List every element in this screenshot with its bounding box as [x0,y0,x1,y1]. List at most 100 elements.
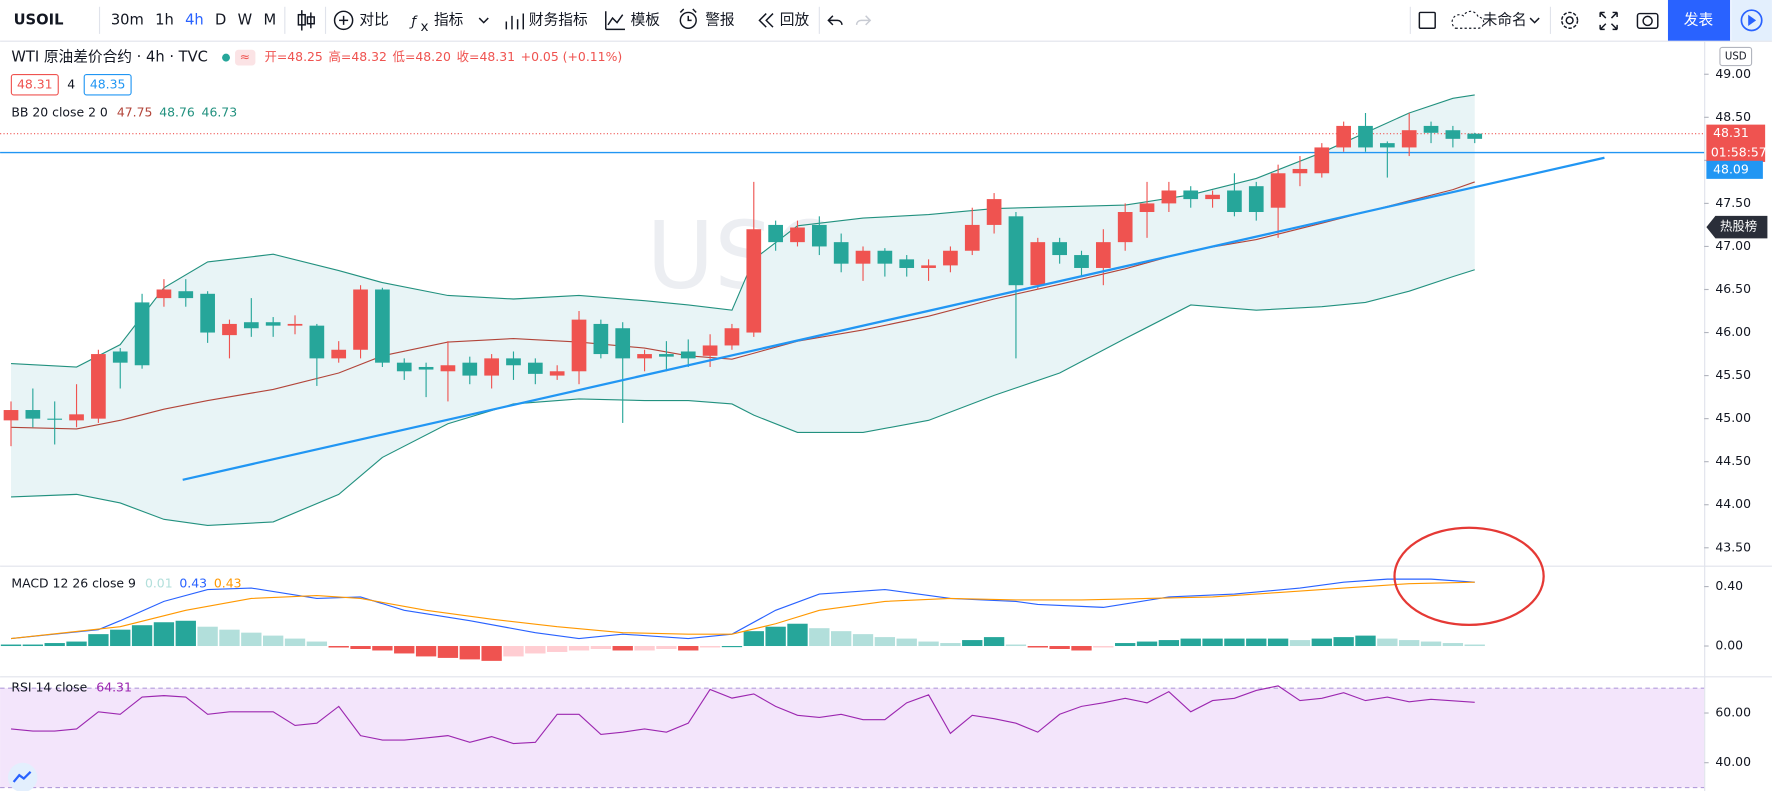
price-tag-bg [1706,124,1766,162]
redo-icon[interactable] [855,15,872,26]
compare-button[interactable]: 对比 [359,11,388,28]
settings-icon[interactable] [1561,11,1579,29]
candle-body [746,229,762,333]
candle-body [1008,216,1024,286]
candle-body [1401,130,1417,148]
indicators-button[interactable]: 指标 [434,11,464,28]
fx-icon[interactable]: ƒ [408,13,418,29]
layout-name[interactable]: 未命名 [1483,10,1527,28]
financials-icon[interactable] [505,13,525,30]
y-tick-label: 43.50 [1715,539,1751,554]
candle-body [287,323,303,326]
ohlc-value: 开=48.25 [264,49,322,64]
candle-body [921,265,936,268]
candle-body [811,224,827,247]
candle-body [440,365,456,372]
rsi-band [0,688,1705,788]
legend-title: WTI 原油差价合约 · 4h · TVC [11,49,208,66]
replay-button[interactable]: 回放 [780,11,810,28]
candle-icon[interactable] [297,10,315,31]
macd-histogram-bar [262,635,284,647]
macd-histogram-bar [721,646,743,648]
dropdown-icon[interactable] [1529,17,1540,24]
stream-icon-play [1748,14,1757,26]
currency: USD [1725,52,1747,63]
candle-body [462,362,478,376]
status-dot [222,53,230,62]
candle-body [156,289,172,299]
stream-icon[interactable] [1740,9,1763,32]
interval-button[interactable]: M [263,11,276,28]
snapshot-icon[interactable] [1636,12,1659,29]
layout-icon[interactable] [1418,11,1436,29]
candle-body [1423,125,1439,133]
publish-button[interactable]: 发表 [1684,11,1714,28]
candle-body [1161,190,1177,204]
macd-reading: 0.43 [179,576,207,591]
candle-body [3,410,19,421]
candle-body [986,199,1002,225]
macd-histogram-bar [809,628,830,647]
publish-bg[interactable] [1667,0,1731,41]
spread: 4 [67,76,75,91]
candle-body [790,227,805,243]
interval-button[interactable]: D [215,11,226,28]
macd-histogram-bar [88,634,109,647]
macd-histogram-bar [22,644,44,647]
candle-body [200,293,215,333]
plot-layer: USOIL, 4HWTI 原油差价合约43.5044.0044.5045.004… [0,41,1772,791]
financials-button[interactable]: 财务指标 [529,11,588,28]
y-tick-label: 49.00 [1715,66,1751,81]
compare-icon[interactable] [333,10,354,31]
cloud-icon[interactable] [1451,10,1485,29]
replay-icon[interactable] [758,13,774,28]
candle-body [1314,147,1330,174]
interval-button[interactable]: 30m [111,11,144,28]
candle-body [1052,242,1067,256]
annotation-circle [1393,526,1545,627]
dropdown-icon[interactable] [478,17,489,24]
candle-body [1095,242,1111,268]
candle-body [1270,173,1286,208]
y-tick-label: 44.00 [1715,496,1751,511]
bid: 48.31 [17,76,53,91]
fullscreen-icon[interactable] [1599,11,1618,31]
macd-histogram-bar [1202,638,1223,647]
candle-body [178,291,194,299]
candle-body [637,354,652,359]
macd-histogram-bar [1377,638,1398,647]
macd-histogram-bar [481,646,502,661]
candle-body [25,410,41,419]
y-tick-label: 45.50 [1715,367,1751,382]
macd-histogram-bar [394,646,415,654]
interval-button[interactable]: 4h [185,11,204,28]
macd-histogram-bar [1420,641,1442,647]
ohlc-value: +0.05 (+0.11%) [521,49,623,64]
alert-button[interactable]: 警报 [705,11,735,28]
macd-histogram-bar [503,646,524,657]
candle-body [418,366,434,370]
macd-histogram-bar [852,634,874,647]
macd-label: MACD 12 26 close 9 [11,576,136,591]
y-tick-label: 44.50 [1715,453,1751,468]
macd-histogram-bar [1027,646,1048,648]
templates-button[interactable]: 模板 [631,10,661,28]
symbol[interactable]: USOIL [14,11,64,28]
interval-button[interactable]: W [238,11,253,28]
macd-histogram-bar [1442,643,1464,647]
interval-button[interactable]: 1h [155,11,174,28]
logo-icon [12,770,32,783]
alert-icon[interactable] [679,8,697,29]
candle-body [659,354,674,357]
candle-body [549,371,565,376]
side-tag[interactable]: 热股榜 [1720,219,1757,234]
templates-icon[interactable] [605,11,625,31]
macd-histogram-bar [634,646,655,651]
undo-icon[interactable] [827,15,843,26]
bb-reading: 46.73 [202,105,238,120]
macd-histogram-bar [1158,640,1180,647]
macd-histogram-bar [350,646,371,649]
candle-body [724,328,740,346]
macd-histogram-bar [328,646,349,648]
